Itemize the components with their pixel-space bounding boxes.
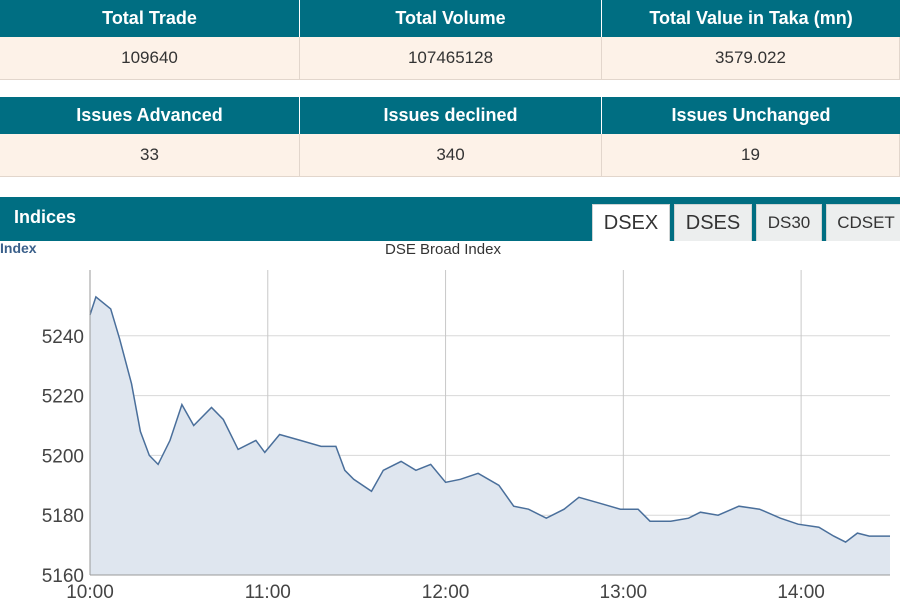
y-axis-label: Index bbox=[0, 241, 37, 256]
tab[interactable]: CDSET bbox=[826, 204, 900, 241]
area bbox=[90, 296, 890, 575]
value-cell: 107465128 bbox=[300, 37, 602, 80]
y-tick-label: 5240 bbox=[42, 327, 84, 348]
value-cell: 19 bbox=[602, 134, 900, 177]
tab[interactable]: DS30 bbox=[756, 204, 822, 241]
value-cell: 109640 bbox=[0, 37, 300, 80]
indices-title: Indices bbox=[14, 207, 77, 227]
tab[interactable]: DSEX bbox=[592, 204, 670, 241]
chart: Index DSE Broad Index 5160 5180 5200 5220 52… bbox=[0, 241, 890, 600]
issues-table: Issues Advanced Issues declined Issues U… bbox=[0, 97, 900, 177]
y-tick-label: 5180 bbox=[42, 506, 84, 527]
y-tick-label: 5160 bbox=[42, 566, 84, 587]
x-tick-label: 11:00 bbox=[245, 582, 291, 600]
header-cell: Issues Advanced bbox=[0, 97, 300, 134]
value-cell: 3579.022 bbox=[602, 37, 900, 80]
x-tick-label: 10:00 bbox=[66, 582, 114, 600]
header-cell: Total Trade bbox=[0, 0, 300, 37]
y-tick-label: 5220 bbox=[42, 387, 84, 408]
x-tick-label: 13:00 bbox=[600, 582, 648, 600]
value-cell: 340 bbox=[300, 134, 602, 177]
stats-table: Total Trade Total Volume Total Value in … bbox=[0, 0, 900, 80]
chart-title: DSE Broad Index bbox=[385, 241, 501, 258]
tab[interactable]: DSES bbox=[674, 204, 752, 241]
line bbox=[89, 295, 890, 543]
y-tick-label: 5200 bbox=[42, 446, 84, 467]
value-cell: 33 bbox=[0, 134, 300, 177]
header-cell: Total Volume bbox=[300, 0, 602, 37]
indices-bar: Indices DSEX DSES DS30 CDSET bbox=[0, 197, 900, 241]
header-cell: Issues Unchanged bbox=[602, 97, 900, 134]
header-cell: Total Value in Taka (mn) bbox=[602, 0, 900, 37]
header-cell: Issues declined bbox=[300, 97, 602, 134]
x-tick-label: 12:00 bbox=[422, 582, 470, 600]
x-tick-label: 14:00 bbox=[777, 582, 825, 600]
